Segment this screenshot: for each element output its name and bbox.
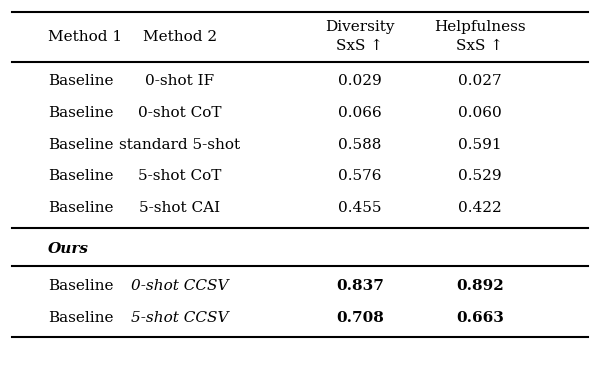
- Text: 0.892: 0.892: [456, 279, 504, 293]
- Text: 0.663: 0.663: [456, 311, 504, 325]
- Text: Method 1: Method 1: [48, 30, 122, 44]
- Text: 0.029: 0.029: [338, 74, 382, 88]
- Text: 0.708: 0.708: [336, 311, 384, 325]
- Text: 0.529: 0.529: [458, 169, 502, 183]
- Text: Baseline: Baseline: [48, 311, 113, 325]
- Text: 0-shot CoT: 0-shot CoT: [138, 106, 222, 120]
- Text: Baseline: Baseline: [48, 169, 113, 183]
- Text: Method 2: Method 2: [143, 30, 217, 44]
- Text: 0.066: 0.066: [338, 106, 382, 120]
- Text: Ours: Ours: [48, 242, 89, 256]
- Text: 0.027: 0.027: [458, 74, 502, 88]
- Text: 0.060: 0.060: [458, 106, 502, 120]
- Text: 0.591: 0.591: [458, 138, 502, 152]
- Text: Baseline: Baseline: [48, 74, 113, 88]
- Text: Baseline: Baseline: [48, 106, 113, 120]
- Text: 5-shot CCSV: 5-shot CCSV: [131, 311, 229, 325]
- Text: 5-shot CoT: 5-shot CoT: [139, 169, 221, 183]
- Text: 0.837: 0.837: [336, 279, 384, 293]
- Text: 0.422: 0.422: [458, 201, 502, 215]
- Text: Diversity
SxS ↑: Diversity SxS ↑: [325, 20, 395, 53]
- Text: 0-shot CCSV: 0-shot CCSV: [131, 279, 229, 293]
- Text: Baseline: Baseline: [48, 201, 113, 215]
- Text: standard 5-shot: standard 5-shot: [119, 138, 241, 152]
- Text: 0.455: 0.455: [338, 201, 382, 215]
- Text: 5-shot CAI: 5-shot CAI: [139, 201, 221, 215]
- Text: Helpfulness
SxS ↑: Helpfulness SxS ↑: [434, 20, 526, 53]
- Text: 0-shot IF: 0-shot IF: [145, 74, 215, 88]
- Text: Baseline: Baseline: [48, 138, 113, 152]
- Text: Baseline: Baseline: [48, 279, 113, 293]
- Text: 0.576: 0.576: [338, 169, 382, 183]
- Text: 0.588: 0.588: [338, 138, 382, 152]
